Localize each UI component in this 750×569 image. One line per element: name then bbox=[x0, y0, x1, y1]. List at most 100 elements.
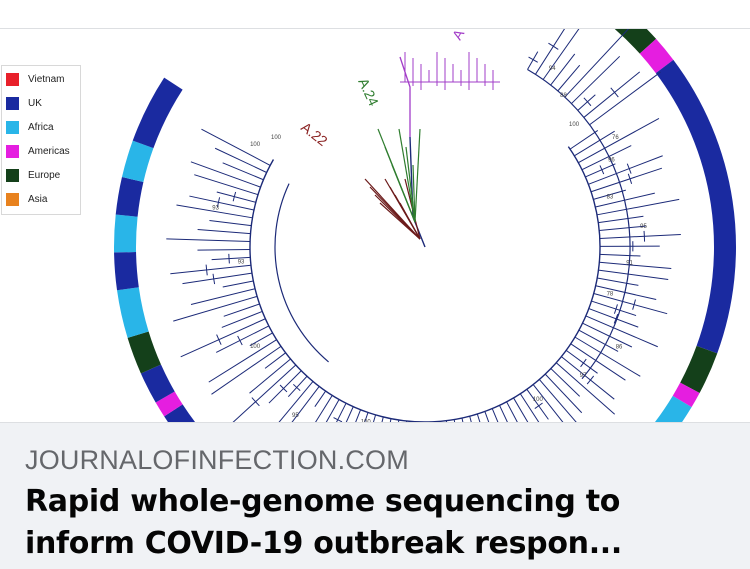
tree-node-arc bbox=[548, 42, 559, 50]
outer-ring-segment bbox=[117, 287, 149, 338]
tree-branch bbox=[571, 55, 621, 104]
tree-branch bbox=[215, 325, 270, 353]
tree-node-arc bbox=[232, 191, 237, 202]
legend-swatch bbox=[6, 72, 19, 86]
purple-clade-stem bbox=[399, 56, 411, 137]
outer-ring-segment bbox=[155, 391, 183, 417]
tree-node-arc bbox=[580, 358, 587, 368]
legend-label: UK bbox=[28, 97, 42, 109]
tree-branch bbox=[581, 145, 632, 171]
tree-branch bbox=[372, 414, 377, 422]
tree-branch bbox=[550, 368, 581, 397]
tree-branch bbox=[599, 253, 641, 257]
bootstrap-label: 100 bbox=[569, 122, 580, 128]
a22-clade-branch bbox=[379, 202, 421, 240]
link-headline-line1: Rapid whole-genome sequencing to bbox=[25, 484, 621, 519]
tree-node-arc bbox=[613, 304, 618, 314]
tree-node-arc bbox=[534, 402, 543, 409]
clade-label-a: A bbox=[449, 29, 468, 43]
phylogenetic-tree-svg: A.22A.24A1001009393100951009894100978678… bbox=[114, 29, 736, 422]
tree-node-arc bbox=[228, 253, 230, 264]
tree-branch bbox=[542, 29, 580, 80]
tree-branch bbox=[484, 411, 490, 422]
outer-ring-segment bbox=[680, 345, 718, 394]
bootstrap-label: 100 bbox=[361, 420, 372, 422]
tree-branch bbox=[519, 393, 540, 422]
tree-branch bbox=[596, 198, 680, 216]
tree-branch bbox=[173, 295, 258, 322]
tree-branch bbox=[577, 94, 596, 111]
tree-branch bbox=[582, 322, 633, 348]
tree-branch bbox=[578, 117, 660, 164]
tree-branch bbox=[315, 395, 333, 422]
legend-item-uk: UK bbox=[6, 94, 42, 112]
tree-branch bbox=[190, 161, 261, 188]
tree-branch bbox=[599, 261, 672, 270]
bootstrap-label: 78 bbox=[607, 292, 614, 298]
tree-branch bbox=[590, 167, 663, 193]
tree-node-arc bbox=[632, 299, 636, 310]
bootstrap-label: 100 bbox=[250, 344, 261, 350]
tree-branch bbox=[527, 51, 539, 70]
clade-label-a24: A.24 bbox=[355, 76, 382, 109]
tree-branch bbox=[578, 329, 619, 352]
tree-branch bbox=[249, 358, 291, 394]
bootstrap-label: 93 bbox=[212, 205, 219, 211]
tree-branch bbox=[197, 229, 251, 235]
bootstrap-label: 100 bbox=[533, 397, 544, 403]
a24-clade-branch bbox=[398, 128, 416, 223]
tree-branch bbox=[561, 356, 615, 400]
tree-branch bbox=[190, 288, 256, 305]
tree-branch bbox=[585, 163, 616, 178]
bootstrap-label: 83 bbox=[607, 194, 614, 200]
top-strip bbox=[0, 0, 750, 28]
tree-node-arc bbox=[216, 334, 222, 345]
link-domain: JOURNALOFINFECTION.COM bbox=[25, 445, 409, 475]
tree-node-arc bbox=[237, 335, 243, 346]
clade-label-a22: A.22 bbox=[298, 119, 331, 149]
tree-branch bbox=[345, 406, 354, 422]
tree-branch bbox=[588, 308, 639, 328]
tree-branch bbox=[211, 256, 251, 261]
legend-label: Vietnam bbox=[28, 73, 65, 85]
link-headline[interactable]: Rapid whole-genome sequencing to inform … bbox=[25, 481, 735, 565]
tree-branch bbox=[589, 71, 661, 126]
outer-ring-segment bbox=[614, 29, 657, 54]
tree-mid-arc bbox=[527, 68, 631, 380]
tree-branch bbox=[506, 401, 518, 422]
bootstrap-label: 95 bbox=[640, 224, 647, 230]
tree-branch bbox=[550, 53, 576, 86]
phylogenetic-tree-image[interactable]: A.22A.24A1001009393100951009894100978678… bbox=[0, 29, 750, 422]
bootstrap-label: 93 bbox=[238, 259, 245, 265]
legend-label: Africa bbox=[28, 121, 54, 133]
tree-node-arc bbox=[610, 87, 619, 98]
a24-clade-branch bbox=[414, 128, 421, 223]
bootstrap-label: 95 bbox=[292, 413, 299, 419]
tree-branch bbox=[583, 71, 641, 118]
tree-node-arc bbox=[333, 417, 343, 422]
bootstrap-label: 97 bbox=[580, 373, 587, 379]
tree-branch bbox=[570, 343, 626, 381]
tree-node-arc bbox=[528, 56, 538, 63]
tree-branch bbox=[222, 280, 254, 288]
tree-branch bbox=[595, 192, 655, 208]
a24-clade-branch bbox=[405, 146, 416, 223]
a22-clade-branch bbox=[399, 202, 421, 240]
outer-ring-segment bbox=[654, 395, 692, 422]
link-preview-text[interactable]: JOURNALOFINFECTION.COM Rapid whole-genom… bbox=[0, 422, 750, 569]
tree-node-arc bbox=[205, 264, 208, 276]
tree-branch bbox=[564, 29, 629, 98]
tree-branch bbox=[565, 349, 598, 374]
outer-ring-segment bbox=[164, 404, 196, 422]
outer-ring-segment bbox=[114, 251, 139, 291]
tree-branch bbox=[291, 386, 320, 422]
tree-branch bbox=[197, 248, 251, 251]
tree-branch bbox=[569, 130, 599, 150]
tree-branch bbox=[287, 375, 308, 398]
tree-branch bbox=[182, 272, 253, 285]
tree-branch bbox=[585, 315, 658, 348]
tree-branch bbox=[325, 399, 340, 422]
outer-ring-segment bbox=[115, 177, 144, 217]
legend-item-europe: Europe bbox=[6, 166, 60, 184]
legend-item-africa: Africa bbox=[6, 118, 54, 136]
